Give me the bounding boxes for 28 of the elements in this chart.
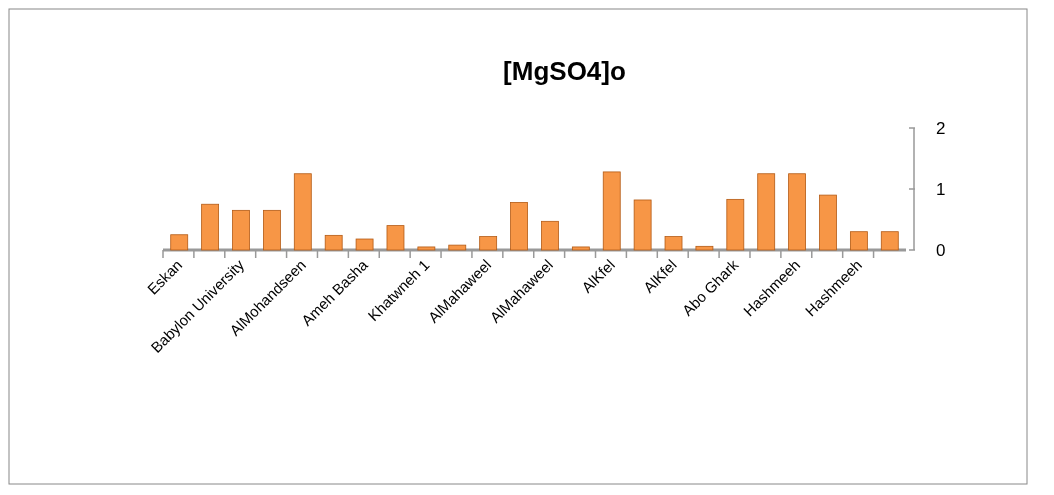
bar — [355, 238, 374, 251]
bar — [695, 245, 714, 251]
bar — [664, 236, 683, 251]
bar — [293, 173, 312, 251]
y-tick-label: 1 — [936, 179, 946, 199]
bar — [726, 198, 745, 251]
bar — [448, 244, 467, 251]
bar — [417, 246, 436, 251]
bar — [571, 246, 590, 251]
bar — [849, 231, 868, 251]
bar — [541, 220, 559, 251]
bar — [602, 171, 621, 251]
bar — [819, 194, 837, 251]
bar — [633, 199, 652, 251]
bar — [232, 209, 250, 251]
bar — [757, 173, 776, 251]
bar — [263, 209, 281, 251]
y-tick-label: 0 — [936, 240, 946, 260]
bar — [170, 234, 189, 251]
bar — [880, 231, 899, 251]
bar — [386, 225, 405, 251]
bar — [479, 236, 498, 251]
chart-title: [MgSO4]o — [503, 56, 626, 86]
bar — [510, 202, 528, 251]
bar — [788, 173, 806, 251]
bar — [201, 203, 220, 251]
y-tick-label: 2 — [936, 118, 946, 138]
bar — [324, 234, 343, 251]
